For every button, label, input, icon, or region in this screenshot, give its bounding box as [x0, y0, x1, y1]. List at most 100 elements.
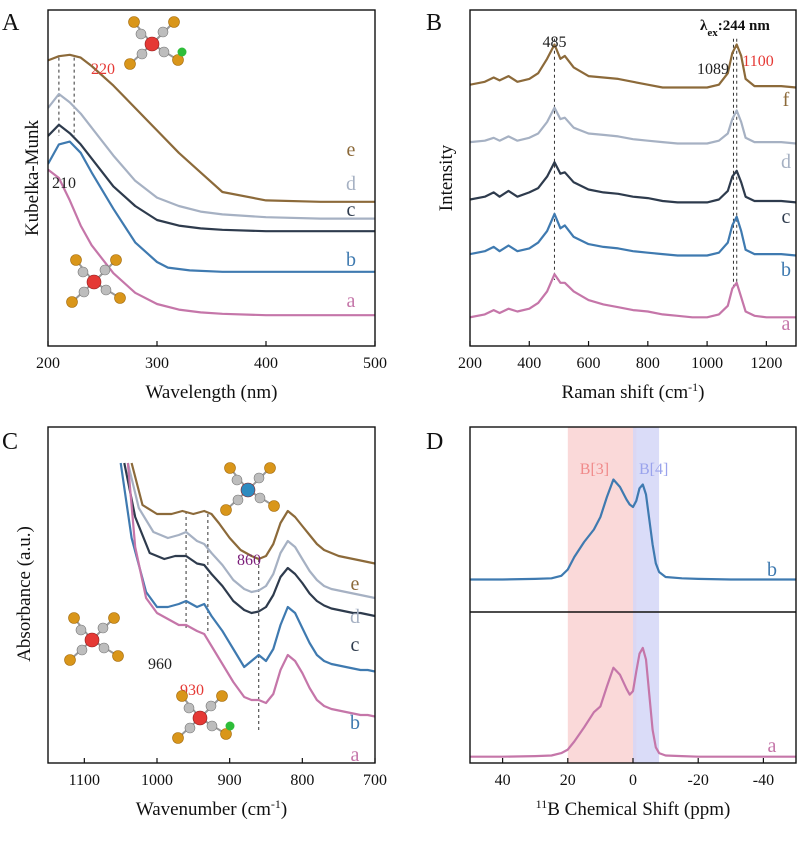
molecule-n-icon: [220, 462, 280, 516]
series-label-c: c: [351, 634, 360, 656]
series-label-b: b: [781, 259, 791, 281]
h-atom: [77, 266, 89, 278]
x-tick-label: 400: [254, 355, 278, 372]
center-atom: [84, 632, 100, 648]
h-atom: [205, 700, 217, 712]
series-label-c: c: [782, 206, 791, 228]
series-c-line: [123, 462, 375, 618]
band-label-b4: B[4]: [639, 461, 668, 478]
x-tick-label: 800: [636, 355, 660, 372]
series-d-line: [470, 106, 796, 145]
series-label-a: a: [782, 313, 791, 335]
panel-c: C 1100 1000 900 800 700 Wavenumber (cm-1) Absor…: [2, 426, 387, 820]
series-c-line: [470, 161, 796, 204]
annotation-1100: 1100: [742, 53, 773, 70]
x-tick-label: 400: [517, 355, 541, 372]
band-label-b3: B[3]: [580, 461, 609, 478]
series-label-f: f: [783, 89, 790, 111]
annotation-485: 485: [542, 34, 566, 51]
annotation-220: 220: [91, 61, 115, 78]
o-atom: [112, 650, 124, 662]
panel-b: B 200 400 600 800 1000 1200 Raman shift (cm-1) I…: [426, 9, 797, 403]
center-atom: [86, 274, 102, 290]
h-atom: [184, 722, 196, 734]
x-axis-label: Wavelength (nm): [146, 382, 278, 403]
o-atom: [108, 612, 120, 624]
annotation-1089: 1089: [697, 61, 729, 78]
molecule-cl-icon: [124, 16, 187, 70]
series-label-a: a: [351, 744, 360, 766]
series-f-line: [470, 43, 796, 89]
y-axis-label: Intensity: [436, 144, 457, 211]
x-tick-label: 300: [145, 355, 169, 372]
h-atom: [78, 286, 90, 298]
h-atom: [232, 494, 244, 506]
o-atom: [66, 296, 78, 308]
h-atom: [158, 46, 170, 58]
band-B4: [633, 427, 660, 763]
series-b-line: [470, 478, 796, 581]
h-atom: [135, 28, 147, 40]
panel-a: A 200 300 400 500 Wavelength (nm) Kubelka-Munk…: [2, 9, 387, 403]
y-axis-label: Absorbance (a.u.): [14, 526, 35, 662]
x-tick-label: 1200: [750, 355, 782, 372]
o-atom: [220, 728, 232, 740]
o-atom: [224, 462, 236, 474]
x-tick-label: -20: [688, 772, 709, 789]
o-atom: [172, 732, 184, 744]
x-tick-label: 0: [629, 772, 637, 789]
x-tick-label: -40: [753, 772, 774, 789]
plot-frame: [47, 9, 376, 347]
x-tick-label: 900: [218, 772, 242, 789]
panel-label: C: [2, 429, 18, 455]
center-atom: [192, 710, 208, 726]
h-atom: [136, 48, 148, 60]
o-atom: [172, 54, 184, 66]
series-label-a: a: [347, 290, 356, 312]
series-a-line: [48, 168, 375, 317]
h-atom: [183, 702, 195, 714]
molecule-cl-icon: [172, 690, 235, 744]
series-label-b: b: [767, 559, 777, 581]
h-atom: [100, 284, 112, 296]
series-label-d: d: [781, 151, 791, 173]
x-tick-label: 800: [290, 772, 314, 789]
panel-label: A: [2, 10, 20, 36]
x-axis-label: Raman shift (cm-1): [562, 380, 705, 403]
o-atom: [70, 254, 82, 266]
series-b-line: [48, 140, 375, 273]
h-atom: [97, 622, 109, 634]
molecule-icon: [64, 612, 124, 666]
h-atom: [99, 264, 111, 276]
h-atom: [157, 26, 169, 38]
cl-atom: [177, 47, 187, 57]
series-e-line: [48, 53, 375, 203]
series-e-line: [130, 462, 375, 565]
x-tick-label: 1100: [69, 772, 100, 789]
series-label-d: d: [350, 606, 360, 628]
o-atom: [68, 612, 80, 624]
h-atom: [75, 624, 87, 636]
series-label-b: b: [350, 712, 360, 734]
x-tick-label: 40: [495, 772, 511, 789]
h-atom: [231, 474, 243, 486]
excitation-label: λex:244 nm: [700, 18, 770, 39]
x-axis-label: 11B Chemical Shift (ppm): [536, 797, 731, 820]
h-atom: [253, 472, 265, 484]
series-a-line: [470, 273, 796, 319]
x-tick-label: 20: [560, 772, 576, 789]
panel-label: D: [426, 429, 443, 455]
h-atom: [206, 720, 218, 732]
series-b-line: [470, 212, 796, 257]
annotation-860: 860: [237, 552, 261, 569]
x-axis-label: Wavenumber (cm-1): [136, 797, 287, 820]
o-atom: [268, 500, 280, 512]
series-a-line: [126, 462, 375, 718]
band-B3: [567, 427, 637, 763]
o-atom: [110, 254, 122, 266]
o-atom: [128, 16, 140, 28]
x-tick-label: 600: [577, 355, 601, 372]
o-atom: [220, 504, 232, 516]
series-label-c: c: [347, 199, 356, 221]
